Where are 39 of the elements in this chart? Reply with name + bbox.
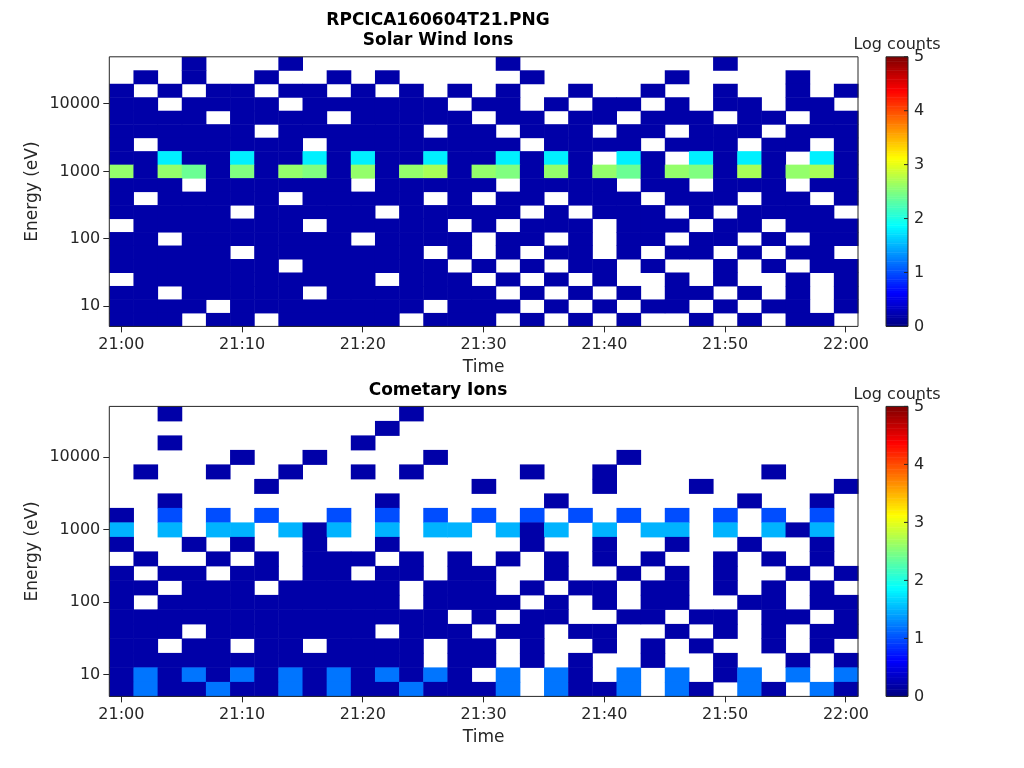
y-tick-label: 10 — [79, 295, 101, 315]
x-tick-label: 21:40 — [581, 704, 628, 724]
chart-title: RPCICA160604T21.PNG — [326, 8, 550, 29]
y-tick-label: 1000 — [59, 160, 101, 180]
y-tick-label: 10 — [79, 663, 101, 683]
y-tick-label: 100 — [69, 591, 101, 611]
x-tick-label: 22:00 — [822, 334, 869, 354]
color-bar-label: 0 — [914, 315, 925, 335]
chart-subtitle: Solar Wind Ions — [362, 29, 514, 50]
color-bar-label: 3 — [914, 511, 925, 531]
color-bar-label: 2 — [914, 569, 925, 589]
color-bar-label: 1 — [914, 627, 925, 647]
color-bar-label: 3 — [914, 153, 925, 173]
x-tick-label: 21:00 — [98, 704, 145, 724]
x-tick-label: 21:30 — [460, 334, 507, 354]
color-bar-label: 4 — [914, 453, 925, 473]
x-tick-label: 21:40 — [581, 334, 628, 354]
color-bar-label: 4 — [914, 99, 925, 119]
chart-title: Cometary Ions — [368, 378, 508, 399]
color-bar-label: 0 — [914, 685, 925, 705]
x-tick-label: 21:30 — [460, 704, 507, 724]
x-axis-title: Time — [461, 726, 505, 747]
x-tick-label: 21:00 — [98, 334, 145, 354]
y-axis-title: Energy (eV) — [20, 501, 41, 602]
y-tick-label: 10000 — [49, 93, 101, 113]
x-axis-title: Time — [461, 356, 505, 377]
x-tick-label: 21:20 — [339, 704, 386, 724]
x-tick-label: 21:10 — [219, 704, 266, 724]
y-tick-label: 10000 — [49, 446, 101, 466]
x-tick-label: 22:00 — [822, 704, 869, 724]
y-tick-label: 1000 — [59, 518, 101, 538]
color-bar-label: 2 — [914, 207, 925, 227]
y-axis-title: Energy (eV) — [20, 141, 41, 242]
x-tick-label: 21:50 — [702, 334, 749, 354]
color-bar-label: 1 — [914, 261, 925, 281]
y-tick-label: 100 — [69, 227, 101, 247]
x-tick-label: 21:10 — [219, 334, 266, 354]
x-tick-label: 21:20 — [339, 334, 386, 354]
x-tick-label: 21:50 — [702, 704, 749, 724]
